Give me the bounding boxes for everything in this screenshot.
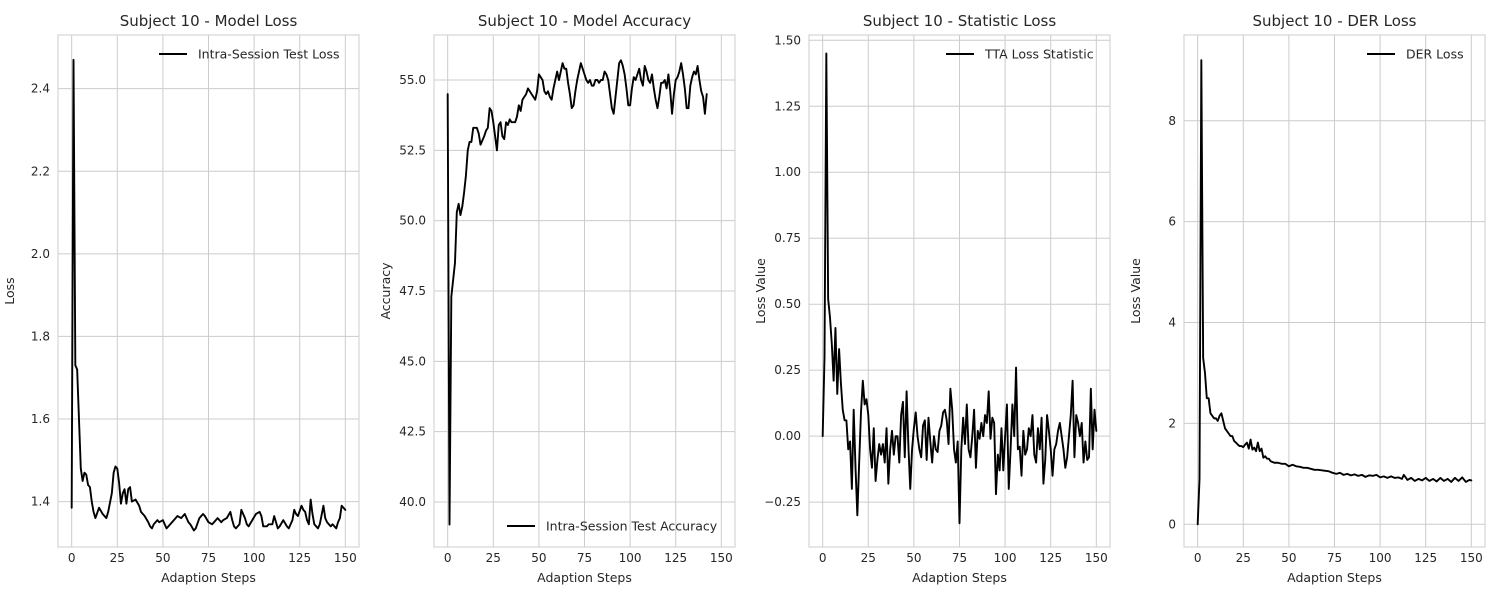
y-tick-label: 4 [1168,316,1176,330]
legend: Intra-Session Test Accuracy [507,519,718,534]
y-tick-label: 2.4 [31,82,50,96]
x-tick-label: 0 [444,551,452,565]
x-axis-label: Adaption Steps [1287,570,1382,585]
x-tick-label: 125 [1414,551,1437,565]
y-tick-label: 1.25 [774,99,801,113]
legend-label: Intra-Session Test Accuracy [546,519,718,534]
x-tick-label: 0 [819,551,827,565]
legend: Intra-Session Test Loss [159,47,340,62]
chart-title: Subject 10 - Model Loss [120,12,298,30]
y-tick-label: 1.8 [31,329,50,343]
x-tick-label: 100 [1369,551,1392,565]
y-tick-label: 2.0 [31,247,50,261]
x-tick-label: 50 [531,551,546,565]
legend-label: TTA Loss Statistic [984,47,1094,62]
y-tick-label: 0 [1168,517,1176,531]
x-tick-label: 100 [994,551,1017,565]
series-line-1 [1196,59,1473,526]
y-tick-label: 1.00 [774,165,801,179]
legend-label: DER Loss [1406,47,1464,62]
x-tick-label: 75 [952,551,967,565]
legend: DER Loss [1367,47,1464,62]
y-tick-label: 0.75 [774,231,801,245]
x-tick-label: 150 [1085,551,1108,565]
legend: TTA Loss Statistic [946,47,1094,62]
y-tick-label: 1.4 [31,495,50,509]
y-tick-label: 0.00 [774,429,801,443]
x-tick-label: 75 [1327,551,1342,565]
x-tick-label: 125 [288,551,311,565]
x-tick-label: 100 [619,551,642,565]
x-tick-label: 150 [710,551,733,565]
y-tick-label: 0.25 [774,363,801,377]
y-tick-label: 40.0 [399,495,426,509]
x-tick-label: 0 [1194,551,1202,565]
chart-panel-4: 0 25 50 75 100 125 150 0 2 4 6 8 Subject 10 - DER Lo… [1128,12,1486,585]
x-tick-label: 125 [664,551,687,565]
y-tick-label: 55.0 [399,73,426,87]
y-tick-label: 6 [1168,215,1176,229]
x-tick-label: 0 [68,551,76,565]
series-line-1 [70,58,347,532]
y-tick-label: 0.50 [774,297,801,311]
x-tick-label: 100 [243,551,266,565]
y-tick-label: 1.50 [774,33,801,47]
y-tick-label: 47.5 [399,284,426,298]
x-tick-label: 75 [577,551,592,565]
x-tick-label: 25 [861,551,876,565]
chart-title: Subject 10 - Model Accuracy [478,12,691,30]
x-tick-label: 25 [486,551,501,565]
y-tick-label: 45.0 [399,354,426,368]
x-tick-label: 25 [1236,551,1251,565]
chart-panel-1: 0 25 50 75 100 125 150 1.4 1.6 1.8 2.0 2.2 2.4 Subjec… [2,12,360,585]
x-tick-label: 150 [334,551,357,565]
x-tick-label: 50 [906,551,921,565]
chart-title: Subject 10 - Statistic Loss [863,12,1056,30]
y-tick-label: 42.5 [399,425,426,439]
y-tick-label: 2 [1168,416,1176,430]
x-axis-label: Adaption Steps [537,570,632,585]
y-axis-label: Loss [2,277,17,304]
series-line-1 [821,52,1098,525]
x-axis-label: Adaption Steps [912,570,1007,585]
y-tick-label: 2.2 [31,164,50,178]
legend-label: Intra-Session Test Loss [198,47,340,62]
y-axis-label: Loss Value [1128,258,1143,324]
y-tick-label: 8 [1168,114,1176,128]
chart-title: Subject 10 - DER Loss [1253,12,1417,30]
chart-panel-2: 0 25 50 75 100 125 150 40.0 42.5 45.0 47.5 50.0 52.5… [378,12,736,585]
x-tick-label: 75 [201,551,216,565]
y-axis-label: Loss Value [753,258,768,324]
x-tick-label: 150 [1460,551,1483,565]
x-axis-label: Adaption Steps [161,570,256,585]
y-tick-label: 52.5 [399,143,426,157]
y-axis-label: Accuracy [378,262,393,320]
x-tick-label: 50 [155,551,170,565]
series-line-1 [446,59,708,526]
x-tick-label: 125 [1039,551,1062,565]
y-tick-label: 1.6 [31,412,50,426]
y-tick-label: 50.0 [399,214,426,228]
chart-panel-3: 0 25 50 75 100 125 150 −0.25 0.00 0.25 0.50 0.75 1.0… [753,12,1111,585]
y-tick-label: −0.25 [764,495,801,509]
x-tick-label: 50 [1281,551,1296,565]
x-tick-label: 25 [110,551,125,565]
